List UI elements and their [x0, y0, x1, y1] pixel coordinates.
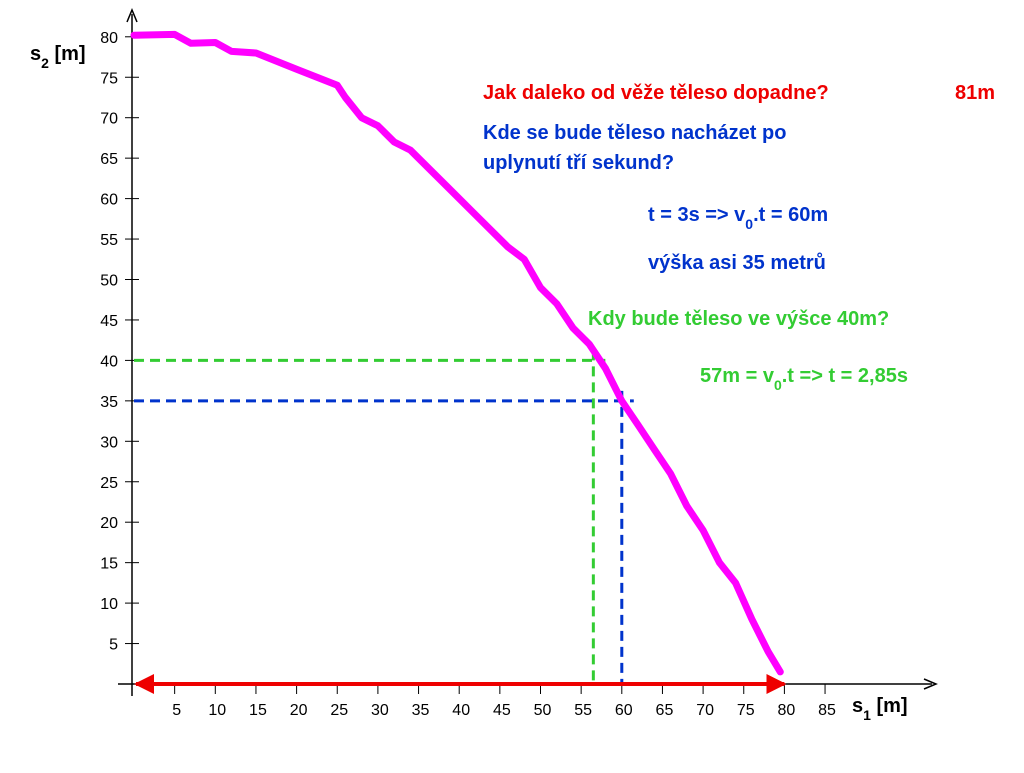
annotation: t = 3s => v0.t = 60m [648, 204, 828, 232]
x-tick-label: 20 [290, 702, 308, 719]
x-tick-label: 30 [371, 702, 389, 719]
annotation: 81m [955, 82, 995, 104]
text-part: 0 [745, 216, 753, 232]
y-tick-label: 35 [100, 394, 118, 411]
y-tick-label: 5 [109, 637, 118, 654]
annotation: Kdy bude těleso ve výšce 40m? [588, 308, 889, 330]
annotation: uplynutí tří sekund? [483, 152, 674, 174]
y-tick-label: 20 [100, 515, 118, 532]
text-part: s [30, 43, 41, 65]
x-tick-label: 10 [208, 702, 226, 719]
y-axis-label: s2 [m] [30, 43, 86, 71]
x-tick-label: 5 [172, 702, 181, 719]
y-tick-label: 40 [100, 353, 118, 370]
y-tick-label: 30 [100, 434, 118, 451]
text-part: s [852, 695, 863, 717]
y-tick-label: 60 [100, 192, 118, 209]
y-axis-arrow [126, 8, 138, 23]
annotation: Kde se bude těleso nacházet po [483, 122, 786, 144]
y-tick-label: 15 [100, 556, 118, 573]
y-tick-label: 55 [100, 232, 118, 249]
text-part: Jak daleko od věže těleso dopadne? [483, 82, 829, 104]
x-tick-label: 35 [412, 702, 430, 719]
annotation: výška asi 35 metrů [648, 252, 826, 274]
x-tick-label: 80 [778, 702, 796, 719]
x-tick-label: 40 [452, 702, 470, 719]
text-part: Kde se bude těleso nacházet po [483, 122, 786, 144]
text-part: Kdy bude těleso ve výšce 40m? [588, 308, 889, 330]
x-axis-label: s1 [m] [852, 695, 908, 723]
x-tick-label: 85 [818, 702, 836, 719]
x-tick-label: 70 [696, 702, 714, 719]
y-tick-label: 70 [100, 111, 118, 128]
text-part: uplynutí tří sekund? [483, 152, 674, 174]
y-tick-label: 75 [100, 70, 118, 87]
x-tick-label: 15 [249, 702, 267, 719]
x-tick-label: 75 [737, 702, 755, 719]
x-tick-label: 25 [330, 702, 348, 719]
text-part: 57m = v [700, 365, 775, 387]
text-part: [m] [871, 695, 908, 717]
text-part: výška asi 35 metrů [648, 252, 826, 274]
annotation: Jak daleko od věže těleso dopadne? [483, 82, 829, 104]
x-tick-label: 65 [656, 702, 674, 719]
x-tick-label: 50 [534, 702, 552, 719]
y-tick-label: 50 [100, 273, 118, 290]
annotation: 57m = v0.t => t = 2,85s [700, 365, 908, 393]
text-part: 0 [774, 377, 782, 393]
text-part: [m] [49, 43, 86, 65]
text-part: .t => t = 2,85s [782, 365, 908, 387]
text-part: t = 3s => v [648, 204, 746, 226]
y-tick-label: 10 [100, 596, 118, 613]
y-tick-label: 65 [100, 151, 118, 168]
text-part: 81m [955, 82, 995, 104]
text-part: 2 [41, 55, 49, 71]
x-tick-label: 45 [493, 702, 511, 719]
y-tick-label: 80 [100, 30, 118, 47]
text-part: .t = 60m [753, 204, 828, 226]
x-tick-label: 60 [615, 702, 633, 719]
x-tick-label: 55 [574, 702, 592, 719]
y-tick-label: 45 [100, 313, 118, 330]
text-part: 1 [863, 707, 871, 723]
trajectory-line [130, 30, 784, 676]
y-tick-label: 25 [100, 475, 118, 492]
x-axis-arrow [923, 678, 938, 690]
